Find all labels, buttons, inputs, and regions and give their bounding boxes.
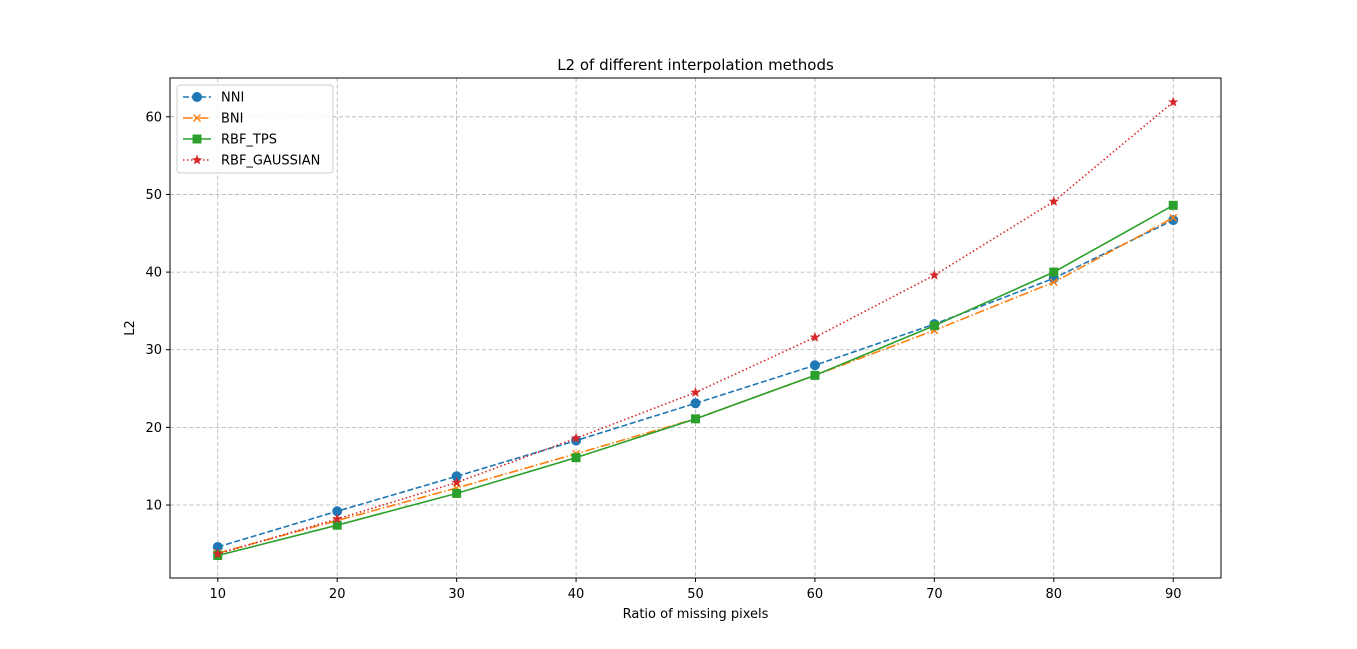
data-point xyxy=(1168,200,1178,210)
data-point xyxy=(1049,267,1059,277)
data-point xyxy=(451,477,462,487)
x-axis-title: Ratio of missing pixels xyxy=(623,607,769,622)
legend: NNI BNI RBF_TPS RBF_GAUSSIAN xyxy=(176,84,334,174)
data-point xyxy=(929,269,940,280)
series-nni xyxy=(212,215,1179,552)
data-point xyxy=(571,453,581,463)
legend-label: BNI xyxy=(221,112,243,127)
y-tick-label: 40 xyxy=(145,266,162,281)
x-tick-label: 70 xyxy=(926,587,943,602)
data-point xyxy=(809,360,820,371)
data-point xyxy=(690,398,701,409)
data-point xyxy=(810,370,820,380)
legend-item: RBF_GAUSSIAN xyxy=(183,154,320,169)
x-tick-label: 40 xyxy=(568,587,585,602)
x-tick-label: 80 xyxy=(1046,587,1063,602)
y-tick-label: 30 xyxy=(145,343,162,358)
data-point xyxy=(570,432,582,443)
legend-label: NNI xyxy=(221,91,244,106)
legend-item: RBF_TPS xyxy=(183,133,277,148)
legend-marker xyxy=(192,134,202,144)
series-layer xyxy=(212,96,1179,560)
data-point xyxy=(212,548,223,559)
legend-marker xyxy=(193,114,201,122)
x-tick-label: 30 xyxy=(448,587,465,602)
data-point xyxy=(1169,213,1178,222)
ticks: 10 20 30 40 50 60 70 80 90 10 20 30 40 50 60 xyxy=(145,110,1181,602)
y-tick-label: 20 xyxy=(145,421,162,436)
y-tick-label: 50 xyxy=(145,188,162,203)
legend-box xyxy=(176,84,334,174)
data-point xyxy=(691,414,700,424)
x-tick-label: 50 xyxy=(687,587,704,602)
data-point xyxy=(332,513,343,524)
x-tick-label: 10 xyxy=(209,587,226,602)
legend-marker xyxy=(192,92,202,102)
series-rbf-gaussian xyxy=(212,96,1179,559)
legend-item: NNI xyxy=(183,91,244,106)
x-tick-label: 90 xyxy=(1165,587,1182,602)
y-tick-label: 10 xyxy=(145,499,162,514)
legend-item: BNI xyxy=(183,112,243,127)
chart-title: L2 of different interpolation methods xyxy=(557,56,834,74)
y-tick-label: 60 xyxy=(145,110,162,125)
x-tick-label: 20 xyxy=(329,587,346,602)
y-axis-title: L2 xyxy=(123,320,138,336)
legend-label: RBF_GAUSSIAN xyxy=(221,154,320,169)
data-point xyxy=(690,386,701,397)
data-point xyxy=(452,488,462,498)
data-point xyxy=(809,331,821,342)
data-point xyxy=(929,321,939,331)
legend-label: RBF_TPS xyxy=(221,133,277,148)
data-point xyxy=(1168,96,1179,107)
data-point xyxy=(1048,196,1059,206)
data-point xyxy=(1049,278,1058,287)
grid xyxy=(170,78,1221,578)
legend-marker xyxy=(191,154,203,165)
x-tick-label: 60 xyxy=(807,587,824,602)
